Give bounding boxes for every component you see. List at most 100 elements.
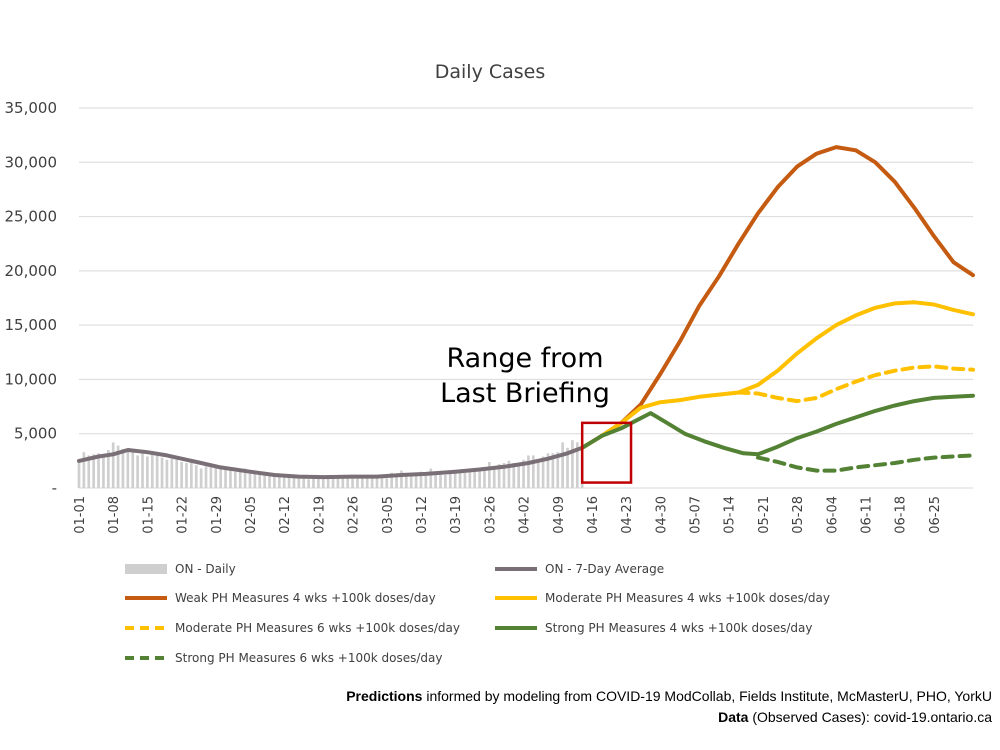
daily-bar — [165, 459, 169, 488]
daily-bar — [307, 479, 310, 488]
daily-bar — [409, 473, 413, 488]
daily-bar — [483, 468, 486, 488]
daily-bar — [146, 456, 149, 488]
daily-bar — [258, 472, 262, 488]
daily-bar — [380, 476, 384, 488]
daily-bar — [209, 464, 213, 488]
daily-bar — [77, 460, 81, 488]
x-tick-label: 04-16 — [586, 496, 601, 534]
daily-bar — [502, 463, 506, 488]
legend-swatch-weak-4wk — [125, 596, 167, 600]
daily-bar — [243, 468, 247, 488]
legend-label-daily: ON - Daily — [175, 562, 236, 576]
x-tick-label: 02-19 — [312, 496, 327, 534]
x-axis-ticks: 01-01 01-08 01-15 01-22 01-29 02-05 02-12 02-19… — [73, 496, 943, 534]
y-tick-label: 20,000 — [5, 262, 58, 280]
daily-bar — [170, 458, 174, 488]
daily-bar — [287, 477, 291, 488]
footer-data-source: Data (Observed Cases): covid-19.ontario.… — [718, 709, 992, 725]
daily-bar — [566, 447, 569, 488]
daily-bar — [180, 461, 183, 488]
daily-bar — [507, 460, 511, 488]
daily-bar — [121, 448, 125, 488]
y-tick-label: 10,000 — [5, 370, 58, 388]
y-tick-label: 30,000 — [5, 153, 58, 171]
daily-bar — [463, 472, 467, 488]
daily-bar — [116, 445, 120, 488]
daily-bar — [229, 470, 232, 488]
series-line-1 — [580, 145, 975, 450]
daily-bar — [102, 454, 105, 488]
x-tick-label: 01-15 — [141, 496, 156, 534]
footer-predictions-text: informed by modeling from COVID-19 ModCo… — [422, 688, 992, 704]
legend-item-moderate-4wk: Moderate PH Measures 4 wks +100k doses/d… — [495, 591, 830, 605]
daily-bar — [111, 442, 115, 488]
daily-bar — [492, 466, 496, 488]
chart-title: Daily Cases — [435, 61, 546, 83]
daily-bar — [317, 478, 320, 488]
daily-bar — [453, 470, 457, 488]
x-tick-label: 02-05 — [244, 496, 259, 534]
y-axis-ticks: - 5,000 10,000 15,000 20,000 25,000 30,000 35,0… — [5, 99, 58, 497]
x-tick-label: 01-08 — [107, 496, 122, 534]
x-tick-label: 02-26 — [347, 496, 362, 534]
daily-bar — [473, 470, 477, 488]
y-tick-label: 5,000 — [14, 425, 57, 443]
legend-swatch-strong-4wk — [495, 626, 537, 630]
legend-label-moderate-6wk: Moderate PH Measures 6 wks +100k doses/d… — [175, 621, 460, 635]
daily-bar — [488, 461, 491, 488]
legend-swatch-daily — [125, 564, 167, 574]
daily-bar — [536, 459, 540, 488]
daily-bar — [194, 465, 198, 488]
daily-bar — [321, 476, 325, 488]
daily-bar — [390, 472, 393, 488]
legend-label-strong-6wk: Strong PH Measures 6 wks +100k doses/day — [175, 651, 443, 665]
daily-bar — [87, 455, 91, 488]
x-tick-label: 03-19 — [449, 496, 464, 534]
daily-bar — [331, 477, 335, 488]
series-lines — [77, 145, 975, 480]
daily-bar — [370, 476, 374, 488]
daily-bar — [253, 473, 257, 488]
daily-bar — [419, 471, 423, 488]
y-tick-label: 15,000 — [5, 316, 58, 334]
daily-bar — [546, 453, 550, 488]
daily-bar — [434, 472, 437, 488]
daily-bar — [224, 469, 227, 488]
daily-bar — [268, 476, 271, 488]
daily-bar — [468, 471, 472, 488]
daily-bar — [561, 442, 564, 488]
daily-bar — [444, 474, 447, 488]
y-tick-label: - — [52, 479, 57, 497]
daily-bar — [248, 472, 252, 488]
daily-bar — [424, 473, 428, 488]
daily-bar — [126, 451, 130, 488]
legend-label-moderate-4wk: Moderate PH Measures 4 wks +100k doses/d… — [545, 591, 830, 605]
y-tick-label: 35,000 — [5, 99, 58, 117]
daily-bar — [155, 454, 159, 488]
daily-bar — [219, 466, 223, 488]
x-tick-label: 06-04 — [825, 496, 840, 534]
x-tick-label: 04-23 — [620, 496, 635, 534]
footer-data-text: (Observed Cases): covid-19.ontario.ca — [748, 709, 992, 725]
legend-item-daily: ON - Daily — [125, 562, 236, 576]
daily-bar — [204, 466, 208, 488]
legend-item-weak-4wk: Weak PH Measures 4 wks +100k doses/day — [125, 591, 436, 605]
daily-bar — [517, 463, 521, 488]
daily-bar — [312, 477, 315, 488]
daily-bar — [478, 469, 481, 488]
chart-canvas: Daily Cases - 5,000 10,000 15,000 20,000 25,0… — [5, 61, 975, 534]
footer-predictions-label: Predictions — [346, 688, 423, 704]
legend-label-strong-4wk: Strong PH Measures 4 wks +100k doses/day — [545, 621, 813, 635]
daily-bars — [77, 440, 584, 488]
daily-bar — [361, 476, 364, 488]
y-tick-label: 25,000 — [5, 208, 58, 226]
daily-bar — [404, 474, 408, 488]
x-tick-label: 03-26 — [483, 496, 498, 534]
legend-item-strong-4wk: Strong PH Measures 4 wks +100k doses/day — [495, 621, 812, 635]
daily-bar — [395, 473, 398, 488]
daily-bar — [97, 453, 100, 488]
legend-swatch-7day — [495, 567, 537, 571]
daily-bar — [185, 463, 188, 488]
x-tick-label: 06-11 — [860, 496, 875, 534]
